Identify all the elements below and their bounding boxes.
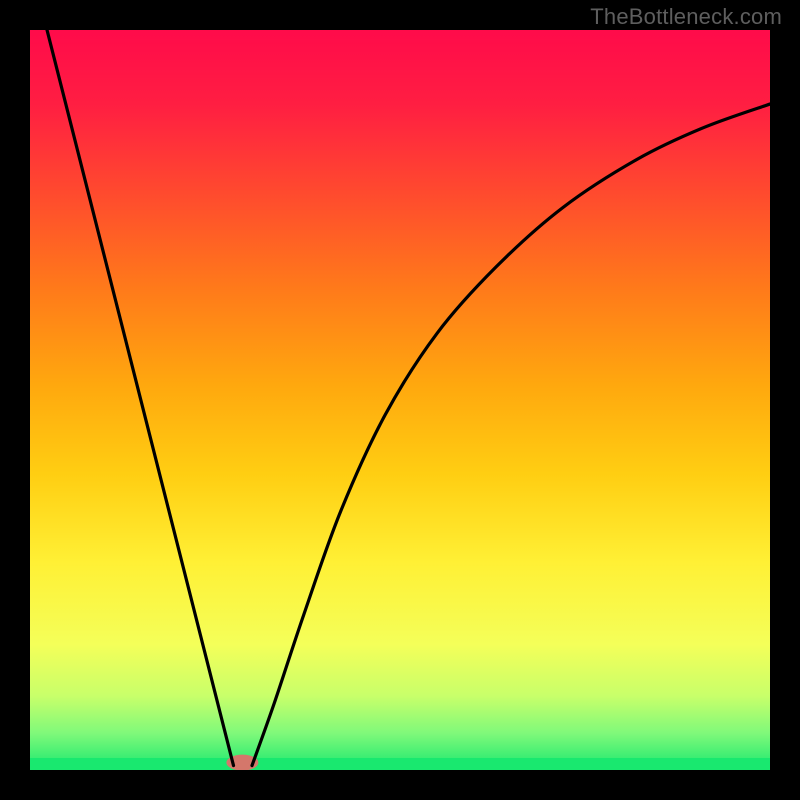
- bottom-green-band: [30, 758, 770, 770]
- watermark-text: TheBottleneck.com: [590, 4, 782, 30]
- chart-container: TheBottleneck.com: [0, 0, 800, 800]
- bottleneck-chart: [0, 0, 800, 800]
